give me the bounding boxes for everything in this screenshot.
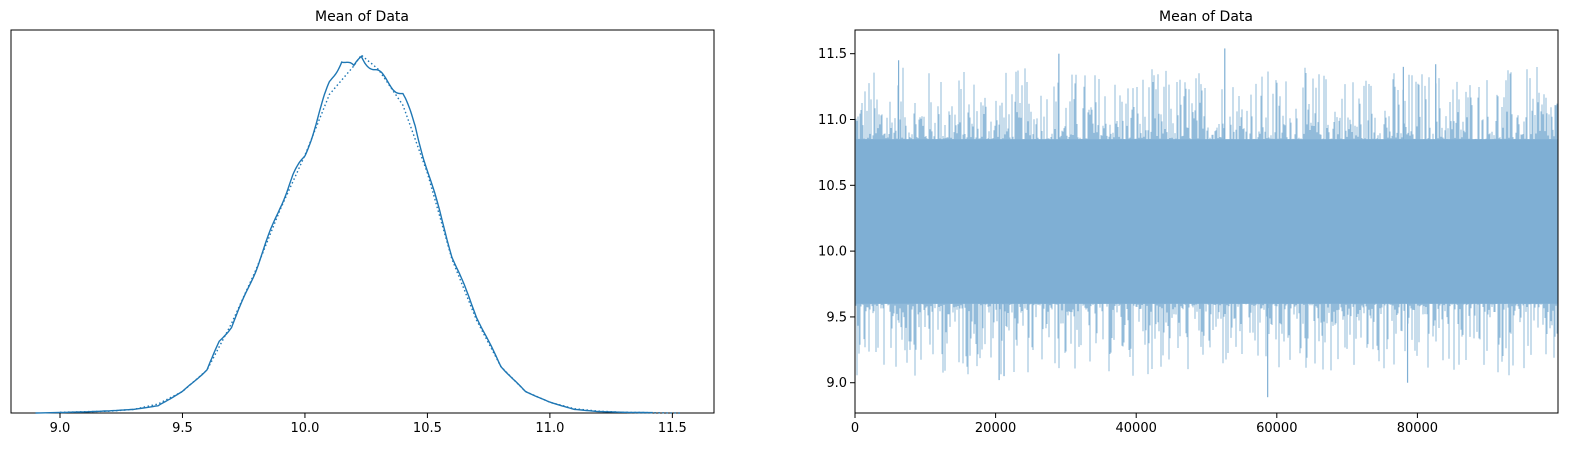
trace-y-axis: 9.0 9.5 10.0 10.5 11.0 11.5 <box>818 47 855 391</box>
density-x-tick-label: 9.5 <box>172 421 193 436</box>
trace-y-tick-label: 11.5 <box>818 47 847 62</box>
density-x-tick-label: 10.5 <box>413 421 442 436</box>
trace-x-tick-label: 0 <box>851 421 859 436</box>
trace-y-tick-label: 10.0 <box>818 245 847 260</box>
trace-y-tick-label: 9.0 <box>826 376 847 391</box>
trace-y-tick-label: 10.5 <box>818 179 847 194</box>
density-x-tick-label: 11.5 <box>658 421 687 436</box>
density-plot-frame <box>10 29 715 414</box>
trace-spikes <box>855 67 1558 376</box>
density-title: Mean of Data <box>315 9 409 25</box>
trace-x-tick-label: 40000 <box>1116 421 1157 436</box>
density-lines <box>35 54 680 414</box>
density-line-solid <box>35 55 653 414</box>
trace-panel: Mean of Data 0 20000 40000 60000 80000 9.09.… <box>818 9 1559 436</box>
trace-plot-frame <box>854 29 1559 414</box>
density-panel: Mean of Data 9.0 9.5 10.0 10.5 11.0 11.5 <box>10 9 715 436</box>
density-x-tick-label: 9.0 <box>50 421 71 436</box>
density-line-dotted <box>59 54 680 414</box>
density-x-tick-label: 11.0 <box>535 421 564 436</box>
trace-y-tick-label: 9.5 <box>826 310 847 325</box>
trace-title: Mean of Data <box>1159 9 1253 25</box>
trace-x-tick-label: 80000 <box>1397 421 1438 436</box>
density-x-axis: 9.0 9.5 10.0 10.5 11.0 11.5 <box>50 413 687 436</box>
trace-x-tick-label: 60000 <box>1256 421 1297 436</box>
trace-x-axis: 0 20000 40000 60000 80000 <box>851 413 1438 436</box>
trace-x-tick-label: 20000 <box>975 421 1016 436</box>
trace-lines <box>855 48 1558 398</box>
trace-y-tick-label: 11.0 <box>818 113 847 128</box>
density-x-tick-label: 10.0 <box>290 421 319 436</box>
